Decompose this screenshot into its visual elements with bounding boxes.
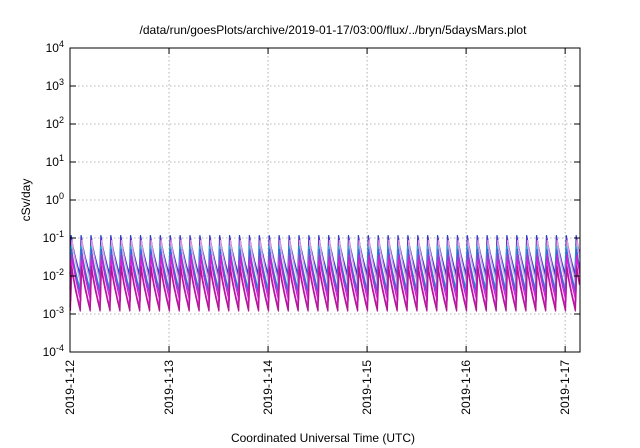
axis-layer: 104 103 102 101 100 10-1 10-2 10-3 10-42019-1-12… xyxy=(43,39,581,415)
y-tick-label: 10-3 xyxy=(43,305,64,321)
y-axis-label: cSv/day xyxy=(19,179,33,222)
x-axis-label: Coordinated Universal Time (UTC) xyxy=(231,431,415,445)
y-tick-label: 10-4 xyxy=(43,343,64,359)
grid-layer xyxy=(70,48,580,352)
x-tick-label: 2019-1-16 xyxy=(459,360,473,415)
y-tick-label: 103 xyxy=(46,77,64,93)
y-tick-label: 10-1 xyxy=(43,229,64,245)
y-tick-label: 10-2 xyxy=(43,267,64,283)
series-line-7 xyxy=(69,265,581,312)
x-tick-label: 2019-1-12 xyxy=(63,360,77,415)
y-tick-label: 104 xyxy=(46,39,64,55)
plot-frame xyxy=(69,47,581,353)
x-tick-label: 2019-1-13 xyxy=(162,360,176,415)
series-line-1 xyxy=(69,237,581,281)
y-tick-label: 100 xyxy=(46,191,64,207)
series-line-4 xyxy=(69,248,581,294)
x-tick-label: 2019-1-15 xyxy=(360,360,374,415)
x-tick-label: 2019-1-14 xyxy=(261,360,275,415)
y-tick-label: 102 xyxy=(46,115,64,131)
y-tick-label: 101 xyxy=(46,153,64,169)
chart-title: /data/run/goesPlots/archive/2019-01-17/0… xyxy=(140,23,528,37)
series-line-2 xyxy=(70,240,581,284)
x-tick-label: 2019-1-17 xyxy=(558,360,572,415)
series-line-5 xyxy=(70,254,581,302)
series-layer xyxy=(69,235,581,312)
